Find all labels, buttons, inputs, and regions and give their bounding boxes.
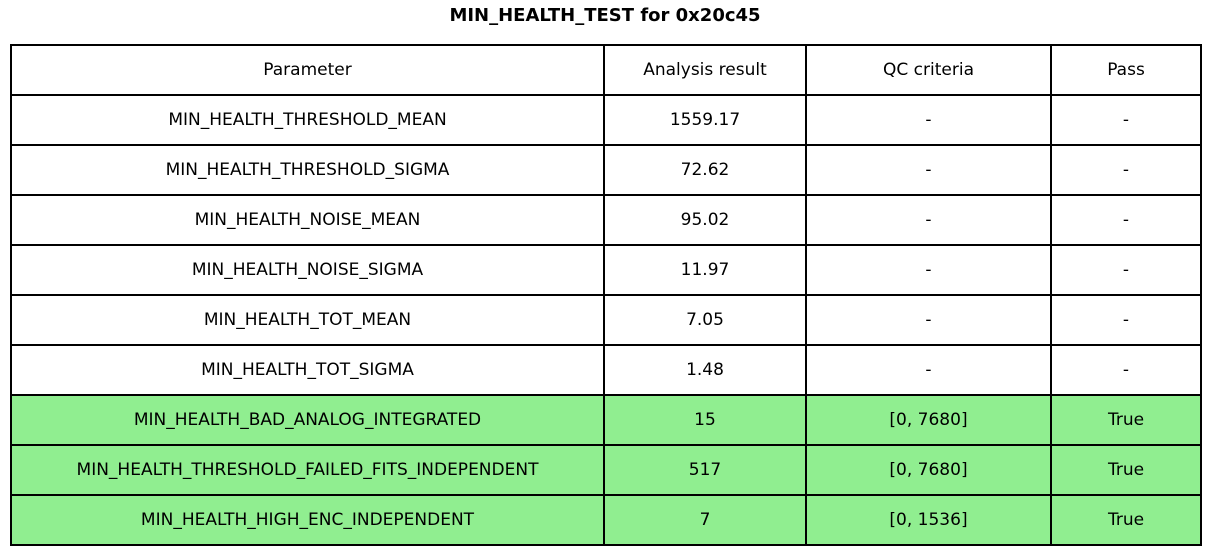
pass-cell: - <box>1050 244 1202 296</box>
analysis-result-cell: 1.48 <box>603 344 807 396</box>
qc-criteria-cell: - <box>805 94 1052 146</box>
table-row: MIN_HEALTH_HIGH_ENC_INDEPENDENT 7 [0, 1536… <box>10 494 1202 546</box>
col-header-qc-criteria: QC criteria <box>805 44 1052 96</box>
table-row: MIN_HEALTH_TOT_MEAN 7.05- - <box>10 294 1202 346</box>
table-row: MIN_HEALTH_TOT_SIGMA 1.48- - <box>10 344 1202 396</box>
figure-title: MIN_HEALTH_TEST for 0x20c45 <box>449 5 761 26</box>
pass-cell: - <box>1050 144 1202 196</box>
parameter-cell: MIN_HEALTH_NOISE_MEAN <box>10 194 605 246</box>
analysis-result-cell: 7.05 <box>603 294 807 346</box>
parameter-cell: MIN_HEALTH_THRESHOLD_FAILED_FITS_INDEPEN… <box>10 444 605 496</box>
col-header-analysis-result: Analysis result <box>603 44 807 96</box>
pass-cell: - <box>1050 294 1202 346</box>
parameter-cell: MIN_HEALTH_THRESHOLD_MEAN <box>10 94 605 146</box>
analysis-result-cell: 95.02 <box>603 194 807 246</box>
qc-results-table: Parameter Analysis result QC criteria Pa… <box>10 44 1202 546</box>
col-header-parameter: Parameter <box>10 44 605 96</box>
qc-criteria-cell: [0, 7680] <box>805 444 1052 496</box>
qc-criteria-cell: [0, 1536] <box>805 494 1052 546</box>
header-row: Parameter Analysis result QC criteria Pa… <box>10 44 1202 96</box>
qc-criteria-cell: - <box>805 144 1052 196</box>
qc-criteria-cell: - <box>805 194 1052 246</box>
analysis-result-cell: 11.97 <box>603 244 807 296</box>
analysis-result-cell: 7 <box>603 494 807 546</box>
qc-criteria-cell: - <box>805 344 1052 396</box>
table-row: MIN_HEALTH_THRESHOLD_FAILED_FITS_INDEPEN… <box>10 444 1202 496</box>
parameter-cell: MIN_HEALTH_TOT_SIGMA <box>10 344 605 396</box>
pass-cell: - <box>1050 194 1202 246</box>
parameter-cell: MIN_HEALTH_NOISE_SIGMA <box>10 244 605 296</box>
pass-cell: True <box>1050 494 1202 546</box>
pass-cell: - <box>1050 94 1202 146</box>
analysis-result-cell: 1559.17 <box>603 94 807 146</box>
col-header-pass: Pass <box>1050 44 1202 96</box>
parameter-cell: MIN_HEALTH_HIGH_ENC_INDEPENDENT <box>10 494 605 546</box>
analysis-result-cell: 517 <box>603 444 807 496</box>
parameter-cell: MIN_HEALTH_BAD_ANALOG_INTEGRATED <box>10 394 605 446</box>
table-row: MIN_HEALTH_NOISE_MEAN 95.02- - <box>10 194 1202 246</box>
qc-criteria-cell: - <box>805 294 1052 346</box>
parameter-cell: MIN_HEALTH_TOT_MEAN <box>10 294 605 346</box>
qc-criteria-cell: - <box>805 244 1052 296</box>
pass-cell: True <box>1050 394 1202 446</box>
qc-criteria-cell: [0, 7680] <box>805 394 1052 446</box>
parameter-cell: MIN_HEALTH_THRESHOLD_SIGMA <box>10 144 605 196</box>
pass-cell: - <box>1050 344 1202 396</box>
table-row: MIN_HEALTH_THRESHOLD_SIGMA 72.62- - <box>10 144 1202 196</box>
analysis-result-cell: 15 <box>603 394 807 446</box>
pass-cell: True <box>1050 444 1202 496</box>
analysis-result-cell: 72.62 <box>603 144 807 196</box>
table-body: MIN_HEALTH_THRESHOLD_MEAN 1559.17- - MIN_HE… <box>10 94 1202 546</box>
table-row: MIN_HEALTH_THRESHOLD_MEAN 1559.17- - <box>10 94 1202 146</box>
table-row: MIN_HEALTH_NOISE_SIGMA 11.97- - <box>10 244 1202 296</box>
table-row: MIN_HEALTH_BAD_ANALOG_INTEGRATED 15 [0, 76… <box>10 394 1202 446</box>
